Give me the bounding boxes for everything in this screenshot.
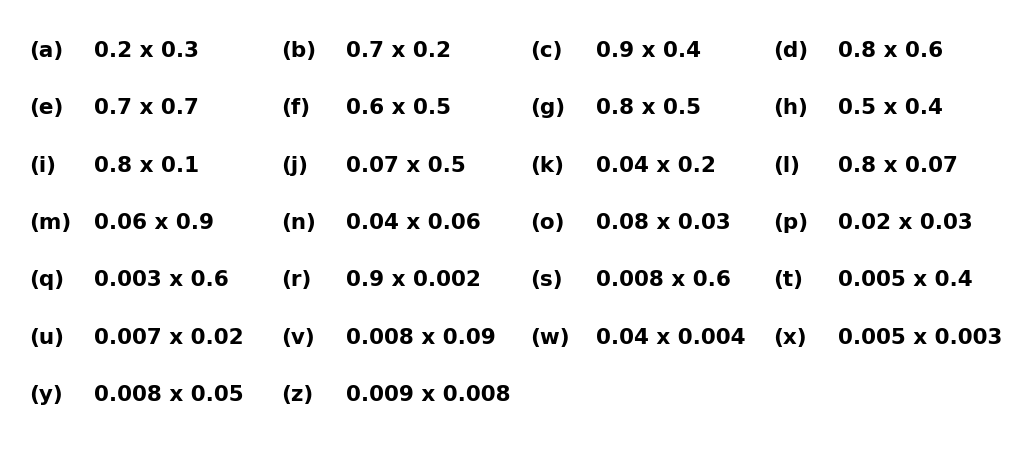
Text: 0.04 x 0.2: 0.04 x 0.2 — [596, 156, 716, 176]
Text: (h): (h) — [773, 98, 808, 118]
Text: (s): (s) — [530, 270, 563, 290]
Text: (j): (j) — [282, 156, 308, 176]
Text: 0.8 x 0.07: 0.8 x 0.07 — [838, 156, 957, 176]
Text: 0.02 x 0.03: 0.02 x 0.03 — [838, 213, 973, 233]
Text: (c): (c) — [530, 41, 563, 61]
Text: (r): (r) — [282, 270, 312, 290]
Text: (q): (q) — [29, 270, 63, 290]
Text: 0.9 x 0.002: 0.9 x 0.002 — [346, 270, 481, 290]
Text: 0.9 x 0.4: 0.9 x 0.4 — [596, 41, 701, 61]
Text: 0.06 x 0.9: 0.06 x 0.9 — [94, 213, 214, 233]
Text: (f): (f) — [282, 98, 310, 118]
Text: (k): (k) — [530, 156, 564, 176]
Text: (t): (t) — [773, 270, 803, 290]
Text: (m): (m) — [29, 213, 71, 233]
Text: 0.6 x 0.5: 0.6 x 0.5 — [346, 98, 452, 118]
Text: 0.04 x 0.06: 0.04 x 0.06 — [346, 213, 481, 233]
Text: (l): (l) — [773, 156, 800, 176]
Text: 0.003 x 0.6: 0.003 x 0.6 — [94, 270, 229, 290]
Text: (n): (n) — [282, 213, 316, 233]
Text: (y): (y) — [29, 385, 62, 405]
Text: 0.8 x 0.5: 0.8 x 0.5 — [596, 98, 701, 118]
Text: (e): (e) — [29, 98, 63, 118]
Text: (a): (a) — [29, 41, 62, 61]
Text: 0.5 x 0.4: 0.5 x 0.4 — [838, 98, 942, 118]
Text: 0.07 x 0.5: 0.07 x 0.5 — [346, 156, 466, 176]
Text: 0.008 x 0.09: 0.008 x 0.09 — [346, 328, 496, 348]
Text: (w): (w) — [530, 328, 570, 348]
Text: 0.008 x 0.6: 0.008 x 0.6 — [596, 270, 731, 290]
Text: 0.2 x 0.3: 0.2 x 0.3 — [94, 41, 200, 61]
Text: 0.08 x 0.03: 0.08 x 0.03 — [596, 213, 731, 233]
Text: (p): (p) — [773, 213, 808, 233]
Text: 0.008 x 0.05: 0.008 x 0.05 — [94, 385, 244, 405]
Text: (b): (b) — [282, 41, 316, 61]
Text: (i): (i) — [29, 156, 55, 176]
Text: 0.7 x 0.7: 0.7 x 0.7 — [94, 98, 199, 118]
Text: 0.005 x 0.4: 0.005 x 0.4 — [838, 270, 972, 290]
Text: (x): (x) — [773, 328, 807, 348]
Text: (g): (g) — [530, 98, 565, 118]
Text: 0.7 x 0.2: 0.7 x 0.2 — [346, 41, 452, 61]
Text: 0.007 x 0.02: 0.007 x 0.02 — [94, 328, 244, 348]
Text: (o): (o) — [530, 213, 565, 233]
Text: 0.8 x 0.6: 0.8 x 0.6 — [838, 41, 943, 61]
Text: 0.8 x 0.1: 0.8 x 0.1 — [94, 156, 200, 176]
Text: 0.005 x 0.003: 0.005 x 0.003 — [838, 328, 1002, 348]
Text: (z): (z) — [282, 385, 313, 405]
Text: 0.009 x 0.008: 0.009 x 0.008 — [346, 385, 511, 405]
Text: (v): (v) — [282, 328, 315, 348]
Text: (u): (u) — [29, 328, 63, 348]
Text: 0.04 x 0.004: 0.04 x 0.004 — [596, 328, 745, 348]
Text: (d): (d) — [773, 41, 808, 61]
